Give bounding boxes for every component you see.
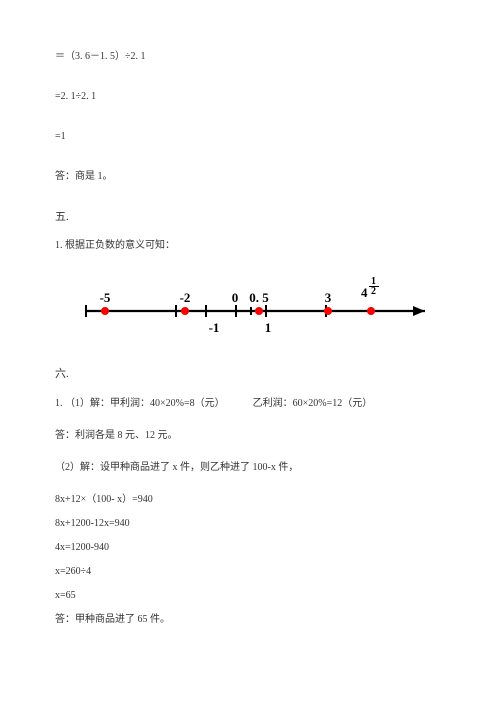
step-line-2: =2. 1÷2. 1 (55, 90, 445, 104)
number-line-label: 3 (325, 289, 332, 307)
q1-part-a: 1. （1）解：甲利润：40×20%=8（元） (55, 398, 225, 409)
number-line-label: -1 (209, 319, 220, 337)
q2-eq-1: 8x+12×（100- x）=940 (55, 493, 445, 507)
q2-answer: 答：甲种商品进了 65 件。 (55, 613, 445, 627)
number-line-label: -2 (180, 289, 191, 307)
section-5-intro: 1. 根据正负数的意义可知： (55, 239, 445, 253)
number-line-label: 0 (232, 289, 239, 307)
number-line-label: 1 (265, 319, 272, 337)
q1-part-b: 乙利润：60×20%=12（元） (253, 398, 373, 409)
step-line-3: =1 (55, 130, 445, 144)
number-line-label: 0. 5 (249, 289, 269, 307)
q1-answer: 答：利润各是 8 元、12 元。 (55, 429, 445, 443)
number-line: -5 -2 0 0. 5 3 -1 1 412 (55, 271, 445, 337)
step-line-1: ＝（3. 6－1. 5）÷2. 1 (55, 50, 445, 64)
q2-eq-2: 8x+1200-12x=940 (55, 517, 445, 531)
q2-setup: （2）解：设甲种商品进了 x 件，则乙种进了 100-x 件， (55, 461, 445, 475)
q2-eq-5: x=65 (55, 589, 445, 603)
number-line-label: -5 (100, 289, 111, 307)
q2-eq-3: 4x=1200-940 (55, 541, 445, 555)
section-6-heading: 六. (55, 367, 445, 382)
step-line-4: 答：商是 1。 (55, 170, 445, 184)
section-5-heading: 五. (55, 210, 445, 225)
q1-line-1: 1. （1）解：甲利润：40×20%=8（元） 乙利润：60×20%=12（元） (55, 397, 445, 411)
q2-eq-4: x=260÷4 (55, 565, 445, 579)
number-line-label-fraction: 412 (361, 277, 379, 296)
